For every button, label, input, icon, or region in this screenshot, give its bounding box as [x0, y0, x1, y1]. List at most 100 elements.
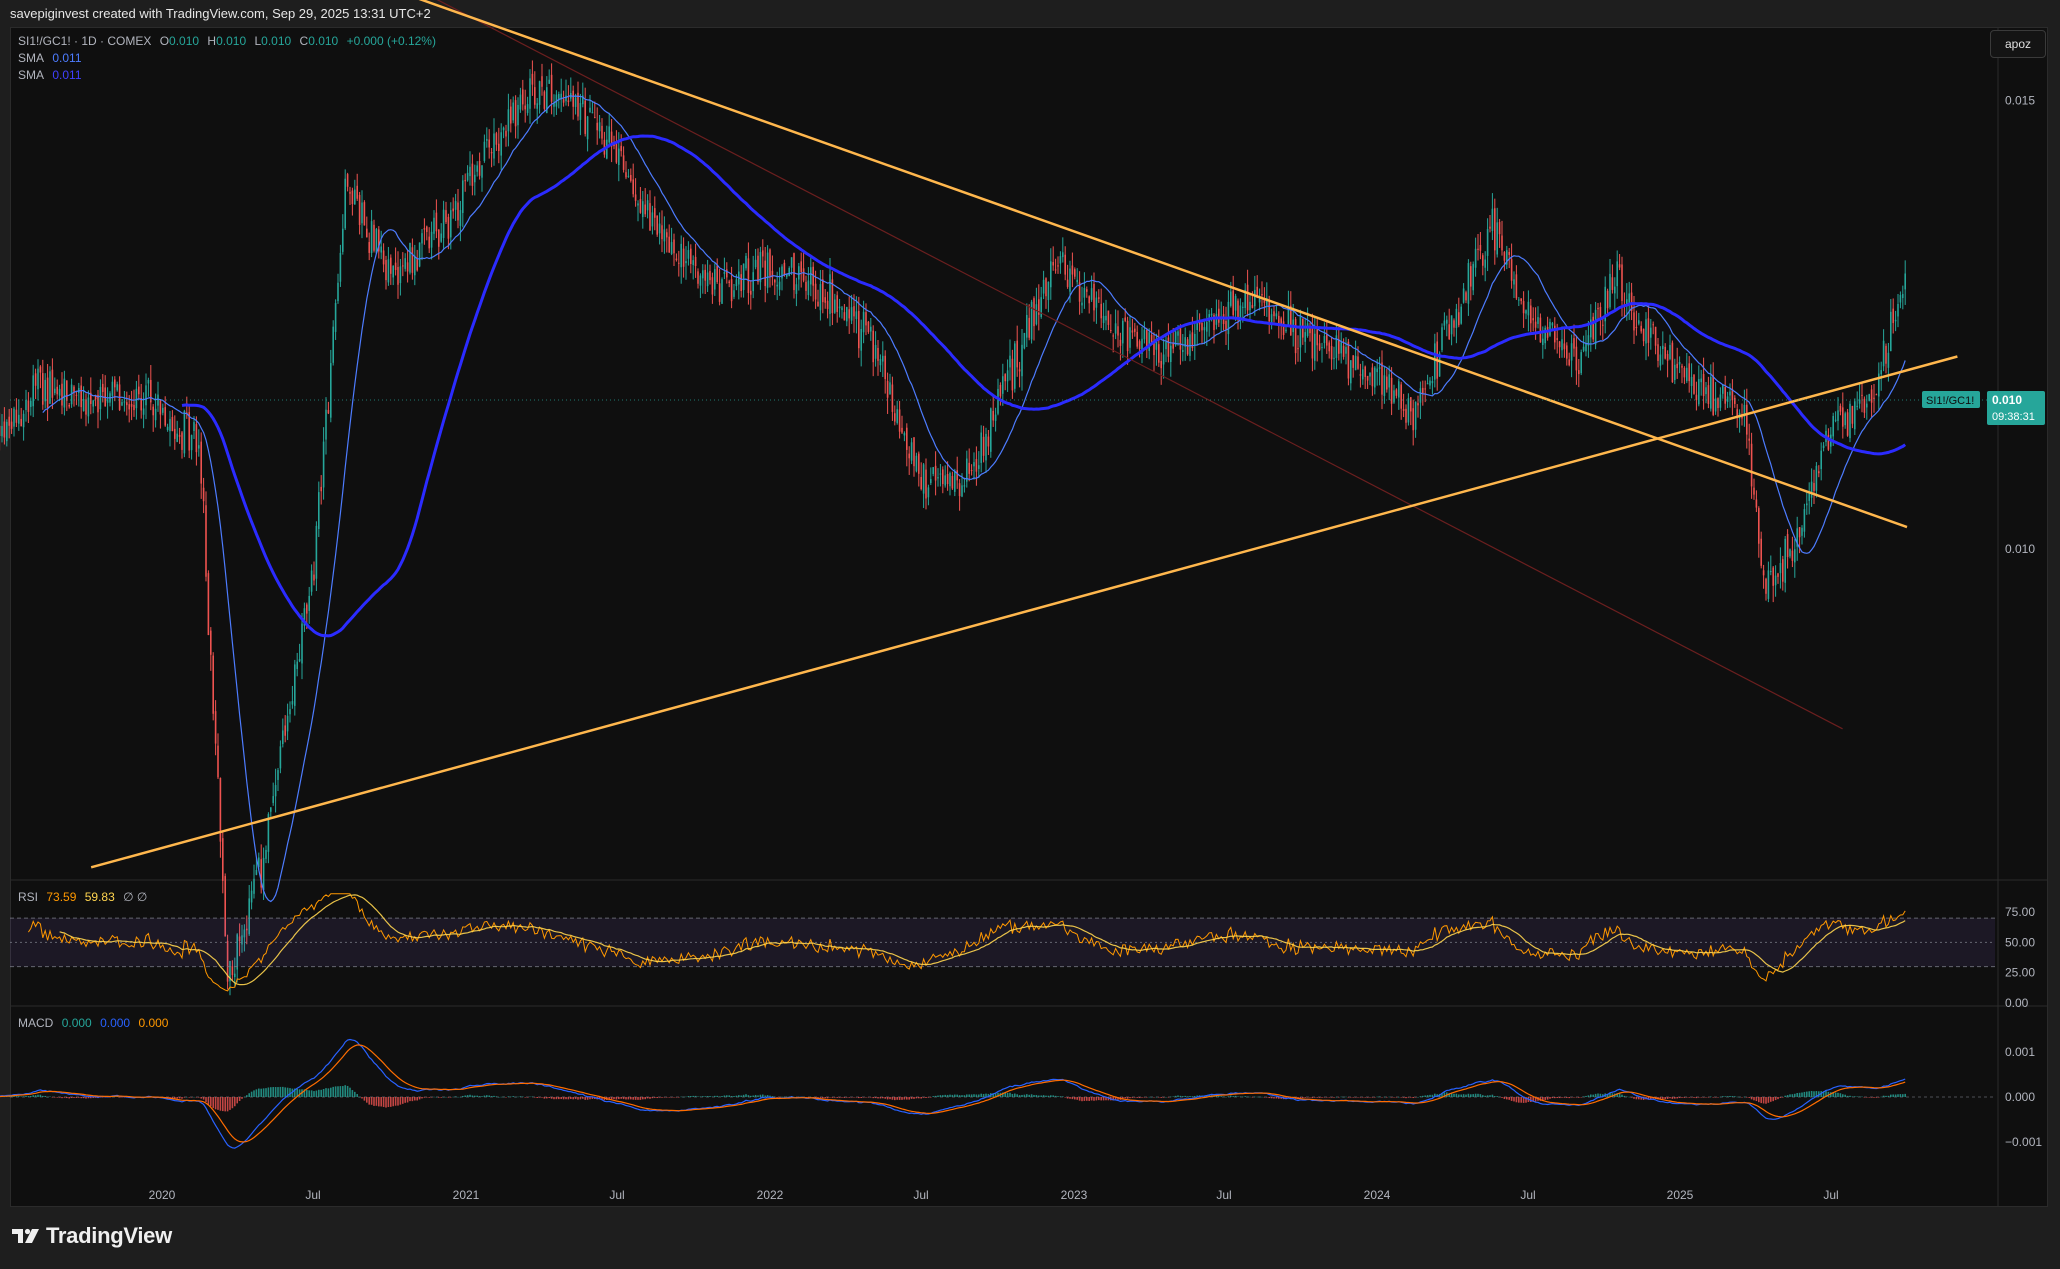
macd-hist-bar — [411, 1097, 414, 1102]
macd-hist-bar — [310, 1090, 313, 1097]
macd-hist-bar — [1136, 1097, 1138, 1098]
macd-hist-bar — [327, 1088, 330, 1097]
macd-hist-bar — [586, 1097, 589, 1100]
candle-body — [826, 300, 829, 309]
macd-hist-bar — [1357, 1097, 1359, 1098]
candle-body — [1338, 339, 1340, 354]
candle-body — [781, 266, 783, 279]
candle-body — [1266, 298, 1268, 305]
macd-hist-bar — [1311, 1097, 1314, 1098]
candle-body — [795, 284, 798, 294]
candle-body — [346, 174, 349, 187]
macd-hist-bar — [13, 1095, 15, 1097]
candle-body — [577, 92, 579, 117]
candle-body — [248, 898, 250, 935]
candle-body — [1657, 344, 1659, 361]
macd-hist-bar — [579, 1097, 582, 1100]
candle-body — [939, 473, 942, 475]
candle-body — [819, 284, 822, 311]
macd-hist-bar — [1863, 1097, 1866, 1098]
candle-body — [1520, 298, 1522, 301]
macd-hist-bar — [94, 1097, 97, 1098]
candle-body — [123, 401, 126, 403]
candle-body — [354, 189, 356, 205]
candle-body — [574, 97, 577, 107]
candle-body — [1885, 345, 1887, 364]
macd-hist-bar — [1191, 1096, 1194, 1097]
macd-hist-bar — [54, 1097, 56, 1098]
candle-body — [229, 960, 231, 982]
macd-legend[interactable]: MACD 0.000 0.000 0.000 — [18, 1016, 173, 1030]
candle-body — [925, 469, 927, 499]
macd-hist-bar — [406, 1097, 409, 1103]
macd-hist-bar — [1359, 1097, 1362, 1098]
candle-body — [596, 122, 598, 131]
candle-body — [1297, 348, 1299, 350]
macd-hist-bar — [910, 1097, 913, 1099]
candle-body — [1090, 288, 1093, 300]
macd-hist-bar — [1693, 1097, 1695, 1098]
sma1-legend[interactable]: SMA 0.011 — [18, 51, 87, 65]
macd-hist-bar — [1338, 1097, 1340, 1098]
macd-hist-bar — [366, 1097, 368, 1103]
macd-hist-bar — [1611, 1093, 1614, 1097]
candle-body — [829, 274, 831, 314]
candle-body — [498, 143, 500, 151]
macd-hist-bar — [202, 1097, 205, 1100]
macd-hist-bar — [1782, 1097, 1784, 1098]
macd-hist-bar — [584, 1097, 586, 1100]
candle-body — [68, 405, 70, 407]
macd-hist-bar — [927, 1097, 930, 1098]
candle-body — [1902, 294, 1904, 299]
macd-hist-bar — [418, 1097, 421, 1100]
candle-body — [990, 408, 992, 452]
candle-body — [908, 453, 910, 459]
candle-body — [906, 427, 908, 450]
candle-body — [675, 258, 678, 261]
candle-body — [1153, 340, 1155, 356]
candle-body — [951, 476, 954, 489]
macd-hist-bar — [1789, 1094, 1791, 1097]
candle-body — [286, 715, 289, 732]
macd-hist-bar — [886, 1097, 889, 1100]
macd-hist-bar — [1064, 1097, 1066, 1098]
macd-hist-bar — [1878, 1097, 1880, 1098]
candle-body — [3, 421, 6, 438]
macd-hist-bar — [690, 1096, 692, 1097]
macd-hist-bar — [1376, 1096, 1378, 1098]
candle-body — [243, 929, 246, 938]
candle-body — [1832, 415, 1834, 437]
candle-body — [1719, 394, 1722, 408]
macd-hist-bar — [1071, 1097, 1074, 1100]
candle-body — [133, 404, 135, 411]
macd-hist-bar — [1321, 1097, 1323, 1098]
macd-hist-bar — [361, 1097, 363, 1099]
sma1-value: 0.011 — [52, 51, 82, 65]
candle-body — [978, 465, 980, 469]
macd-hist-bar — [925, 1097, 927, 1098]
macd-hist-bar — [1299, 1097, 1302, 1099]
chart-frame[interactable] — [10, 27, 2048, 1207]
candle-body — [642, 201, 644, 218]
macd-hist-bar — [37, 1094, 39, 1097]
tradingview-logo[interactable]: TradingView — [12, 1223, 172, 1249]
macd-hist-bar — [1455, 1093, 1458, 1097]
macd-hist-bar — [1767, 1097, 1770, 1103]
apoz-button[interactable]: apoz — [1990, 30, 2046, 58]
candle-body — [1842, 407, 1844, 427]
candle-body — [246, 928, 248, 931]
candle-body — [1314, 333, 1316, 361]
price-tick-label: 0.015 — [2005, 93, 2035, 107]
macd-hist-bar — [718, 1096, 721, 1097]
candle-body — [313, 574, 315, 581]
candle-body — [121, 402, 123, 406]
macd-hist-bar — [1726, 1096, 1729, 1097]
candle-body — [759, 252, 762, 283]
macd-hist-bar — [716, 1095, 718, 1097]
sma2-legend[interactable]: SMA 0.011 — [18, 68, 87, 82]
rsi-legend[interactable]: RSI 73.59 59.83 ∅ ∅ — [18, 890, 152, 904]
macd-hist-bar — [313, 1091, 315, 1097]
macd-hist-bar — [1858, 1096, 1861, 1098]
macd-hist-bar — [25, 1095, 27, 1097]
